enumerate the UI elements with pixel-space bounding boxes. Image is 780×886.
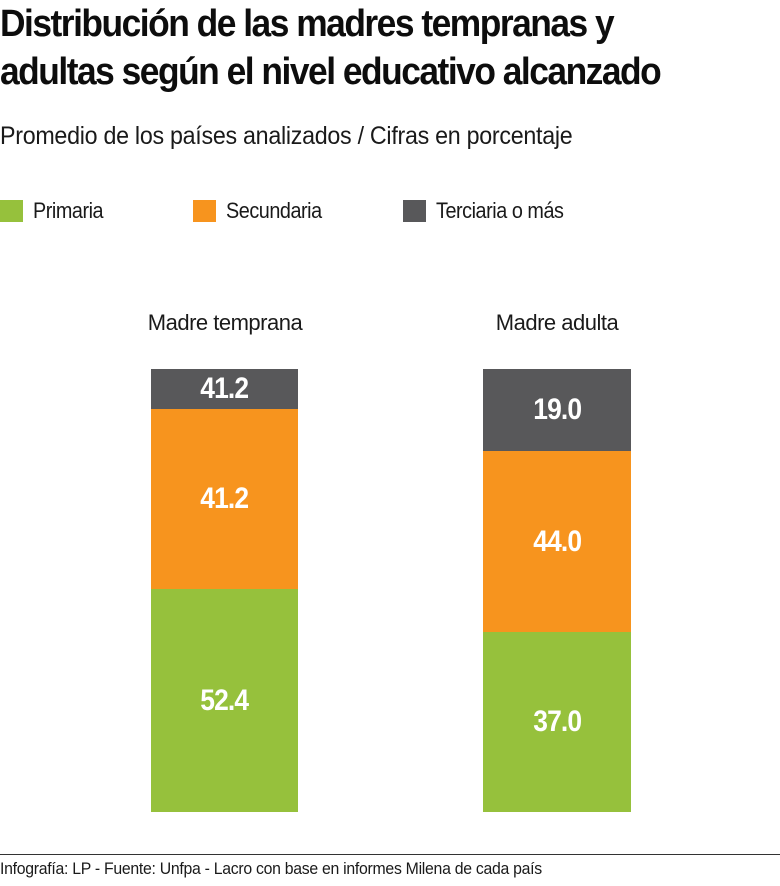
legend-swatch-primaria [0, 200, 23, 222]
legend-item-secundaria: Secundaria [193, 196, 332, 226]
segment-secundaria: 41.2 [151, 409, 298, 589]
segment-value-terciaria: 19.0 [533, 393, 582, 426]
source-credit: Infografía: LP - Fuente: Unfpa - Lacro c… [0, 859, 542, 878]
segment-primaria: 37.0 [483, 632, 631, 812]
chart-title-line-1: Distribución de las madres tempranas y [0, 3, 615, 45]
chart-title: Distribución de las madres tempranas y a… [0, 0, 725, 96]
segment-value-primaria: 52.4 [200, 683, 250, 717]
legend-swatch-secundaria [193, 200, 216, 222]
legend-item-terciaria: Terciaria o más [403, 196, 578, 226]
segment-value-terciaria: 41.2 [200, 372, 250, 405]
segment-secundaria: 44.0 [483, 451, 631, 632]
bar-label-madre-adulta: Madre adulta [495, 310, 619, 335]
segment-terciaria: 41.2 [151, 369, 298, 409]
chart-legend: Primaria Secundaria Terciaria o más [0, 196, 780, 226]
legend-label-primaria: Primaria [33, 198, 104, 223]
legend-swatch-terciaria [403, 200, 426, 222]
footer-divider [0, 854, 780, 855]
stacked-bar-madre-temprana: 41.2 41.2 52.4 [151, 369, 298, 812]
chart-title-line-2: adultas según el nivel educativo alcanza… [0, 51, 662, 93]
segment-terciaria: 19.0 [483, 369, 631, 451]
segment-value-secundaria: 44.0 [533, 524, 582, 558]
segment-primaria: 52.4 [151, 589, 298, 812]
segment-value-secundaria: 41.2 [200, 482, 250, 515]
legend-label-secundaria: Secundaria [226, 198, 322, 223]
segment-value-primaria: 37.0 [533, 705, 582, 738]
stacked-bar-madre-adulta: 19.0 44.0 37.0 [483, 369, 631, 812]
legend-item-primaria: Primaria [0, 196, 111, 226]
chart-subtitle: Promedio de los países analizados / Cifr… [0, 122, 573, 150]
legend-label-terciaria: Terciaria o más [436, 198, 564, 223]
bar-label-madre-temprana: Madre temprana [147, 310, 303, 335]
